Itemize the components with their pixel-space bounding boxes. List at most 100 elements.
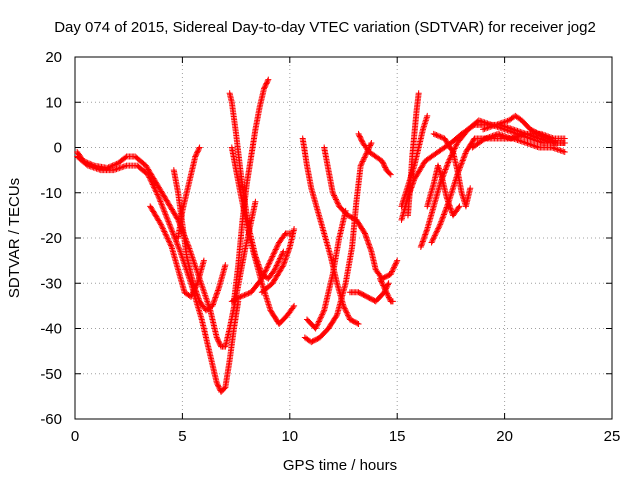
data-point-marker: [508, 128, 515, 135]
series-arc14: [321, 144, 401, 282]
data-point-marker: [392, 260, 399, 267]
data-point-marker: [332, 195, 339, 202]
data-point-marker: [360, 157, 367, 164]
series-arc12: [301, 139, 375, 346]
data-point-marker: [362, 151, 369, 158]
data-point-marker: [480, 126, 487, 133]
data-point-marker: [384, 290, 391, 297]
data-point-marker: [163, 234, 170, 241]
data-point-marker: [441, 169, 448, 176]
data-point-marker: [160, 205, 167, 212]
data-point-marker: [482, 125, 489, 132]
data-point-marker: [537, 138, 544, 145]
data-point-marker: [274, 242, 281, 249]
data-point-marker: [355, 130, 362, 137]
data-point-marker: [457, 163, 464, 170]
data-point-marker: [486, 133, 493, 140]
data-point-marker: [259, 274, 266, 281]
data-point-marker: [214, 337, 221, 344]
data-point-marker: [489, 132, 496, 139]
data-point-marker: [166, 239, 173, 246]
data-point-marker: [452, 144, 459, 151]
data-point-marker: [358, 161, 365, 168]
data-point-marker: [445, 159, 452, 166]
data-point-marker: [490, 122, 497, 129]
data-point-marker: [193, 282, 200, 289]
data-point-marker: [500, 125, 507, 132]
data-point-marker: [272, 247, 279, 254]
series-arc9: [228, 230, 295, 305]
data-point-marker: [357, 162, 364, 169]
data-point-marker: [240, 292, 247, 299]
data-point-marker: [462, 150, 469, 157]
data-point-marker: [159, 202, 166, 209]
data-point-marker: [437, 220, 444, 227]
data-point-marker: [153, 188, 160, 195]
data-point-marker: [275, 259, 282, 266]
data-point-marker: [535, 138, 542, 145]
data-point-marker: [384, 291, 391, 298]
data-point-marker: [192, 263, 199, 270]
data-point-marker: [158, 201, 165, 208]
data-point-marker: [546, 133, 553, 140]
data-point-marker: [441, 208, 448, 215]
data-point-marker: [538, 139, 545, 146]
data-point-marker: [112, 166, 119, 173]
x-tick-label: 5: [178, 428, 186, 445]
data-point-marker: [315, 319, 322, 326]
data-point-marker: [554, 146, 561, 153]
data-point-marker: [367, 141, 374, 148]
data-point-marker: [503, 118, 510, 125]
data-point-marker: [166, 221, 173, 228]
data-point-marker: [157, 220, 164, 227]
data-point-marker: [458, 160, 465, 167]
data-point-marker: [176, 247, 183, 254]
data-point-marker: [86, 163, 93, 170]
data-point-marker: [345, 312, 352, 319]
y-tick-label: 0: [54, 140, 62, 157]
data-point-marker: [203, 296, 210, 303]
data-point-marker: [261, 85, 268, 92]
data-point-marker: [334, 200, 341, 207]
data-point-marker: [204, 298, 211, 305]
data-point-marker: [391, 263, 398, 270]
data-point-marker: [430, 235, 437, 242]
data-point-marker: [443, 165, 450, 172]
data-point-marker: [446, 156, 453, 163]
series-arc10: [258, 225, 298, 296]
x-tick-labels: 0 5 10 15 20 25: [71, 428, 621, 445]
data-point-marker: [539, 131, 546, 138]
data-point-marker: [272, 265, 279, 272]
data-point-marker: [499, 132, 506, 139]
data-point-marker: [93, 165, 100, 172]
series-arc3: [170, 167, 229, 314]
series-arc11: [299, 135, 362, 327]
data-point-marker: [561, 135, 568, 142]
data-point-marker: [437, 133, 444, 140]
data-point-marker: [260, 272, 267, 279]
y-axis-label: SDTVAR / TECUs: [6, 178, 23, 298]
data-point-marker: [264, 264, 271, 271]
data-point-marker: [236, 294, 243, 301]
data-point-marker: [106, 163, 113, 170]
data-point-marker: [162, 231, 169, 238]
grid: [75, 57, 612, 419]
data-point-marker: [151, 184, 158, 191]
data-point-marker: [261, 270, 268, 277]
data-point-marker: [214, 382, 221, 389]
data-point-marker: [260, 271, 267, 278]
data-point-marker: [264, 79, 271, 86]
data-point-marker: [314, 321, 321, 328]
data-point-marker: [169, 229, 176, 236]
data-point-marker: [273, 262, 280, 269]
x-axis-label: GPS time / hours: [283, 457, 397, 474]
data-point-marker: [148, 178, 155, 185]
data-point-marker: [122, 154, 129, 161]
series-arc4: [147, 203, 207, 300]
data-point-marker: [438, 217, 445, 224]
data-point-marker: [149, 181, 156, 188]
data-point-marker: [503, 133, 510, 140]
data-point-marker: [382, 287, 389, 294]
data-point-marker: [213, 334, 220, 341]
data-point-marker: [270, 250, 277, 257]
